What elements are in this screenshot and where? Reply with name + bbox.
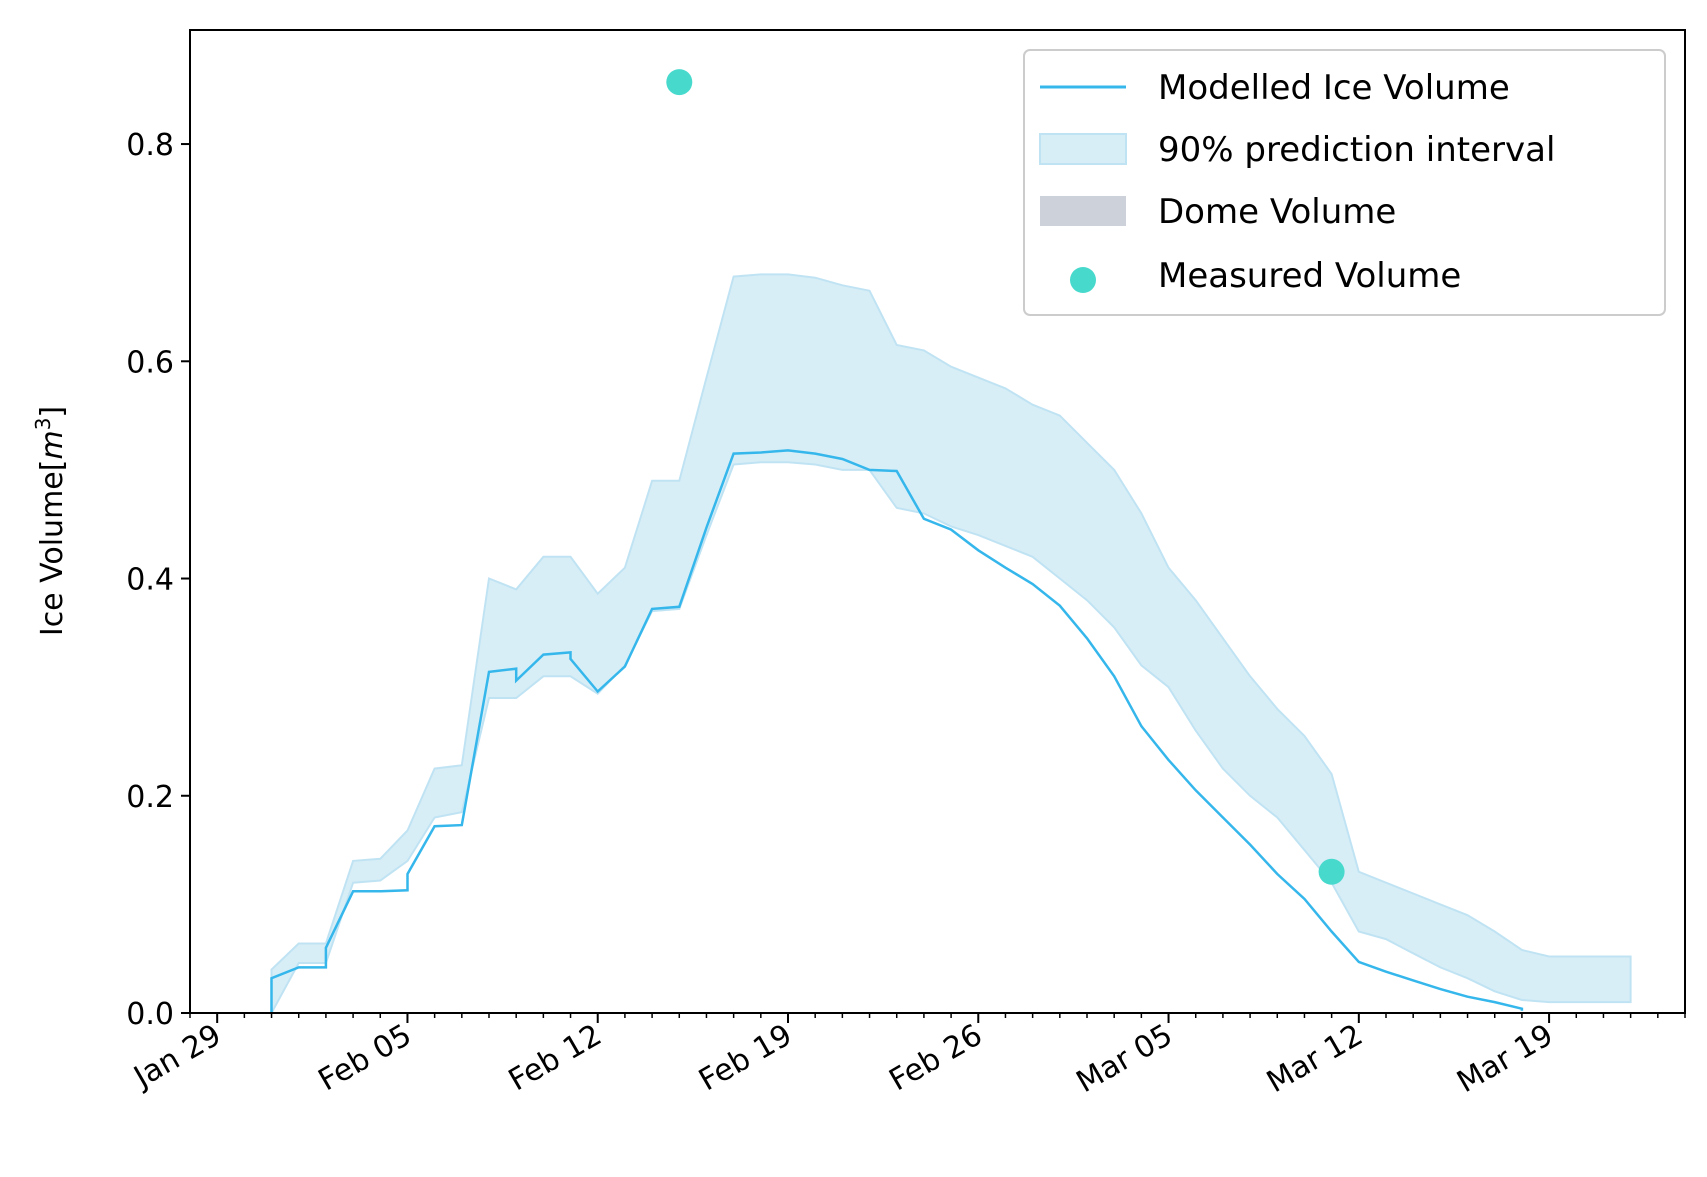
x-tick-label: Mar 12 bbox=[1261, 1018, 1369, 1100]
prediction-interval-band bbox=[270, 273, 1632, 1014]
y-axis: 0.0 0.2 0.4 0.6 0.8 bbox=[126, 128, 190, 1032]
plot-frame bbox=[189, 29, 1686, 1014]
y-axis-label-suffix: ] bbox=[35, 406, 70, 418]
y-tick-label: 0.0 bbox=[126, 997, 174, 1032]
y-axis-label: Ice Volume[m3] bbox=[31, 406, 70, 636]
legend-dome-swatch bbox=[1040, 196, 1126, 226]
y-axis-label-exponent: 3 bbox=[31, 418, 55, 431]
legend-band-swatch bbox=[1039, 133, 1127, 165]
x-tick-label: Feb 19 bbox=[693, 1018, 798, 1099]
x-tick-label: Mar 19 bbox=[1451, 1018, 1559, 1100]
legend-label-dome: Dome Volume bbox=[1158, 192, 1396, 232]
x-tick-label: Feb 26 bbox=[883, 1018, 988, 1099]
modelled-ice-volume-line bbox=[270, 449, 1524, 1013]
y-axis-label-variable: m bbox=[35, 430, 70, 459]
legend: Modelled Ice Volume 90% prediction inter… bbox=[1023, 49, 1666, 316]
measured-volume-point bbox=[1318, 858, 1345, 885]
legend-point-swatch bbox=[1070, 267, 1096, 293]
x-tick-label: Feb 05 bbox=[313, 1018, 418, 1099]
y-tick-label: 0.6 bbox=[126, 345, 174, 380]
y-tick-label: 0.4 bbox=[126, 563, 174, 598]
plot-area bbox=[270, 69, 1632, 1014]
y-axis-label-prefix: Ice Volume[ bbox=[35, 460, 70, 637]
y-tick-label: 0.2 bbox=[126, 780, 174, 815]
legend-frame bbox=[1023, 49, 1666, 316]
x-axis: Jan 29 Feb 05 Feb 12 Feb 19 Feb 26 Mar 05 Mar … bbox=[127, 1013, 1686, 1100]
measured-volume-point bbox=[666, 69, 693, 96]
x-tick-label: Feb 12 bbox=[503, 1018, 608, 1099]
x-tick-label: Mar 05 bbox=[1071, 1018, 1179, 1100]
legend-label-modelled: Modelled Ice Volume bbox=[1158, 68, 1510, 108]
legend-label-measured: Measured Volume bbox=[1158, 256, 1461, 296]
legend-label-interval: 90% prediction interval bbox=[1158, 130, 1555, 170]
y-tick-label: 0.8 bbox=[126, 128, 174, 163]
